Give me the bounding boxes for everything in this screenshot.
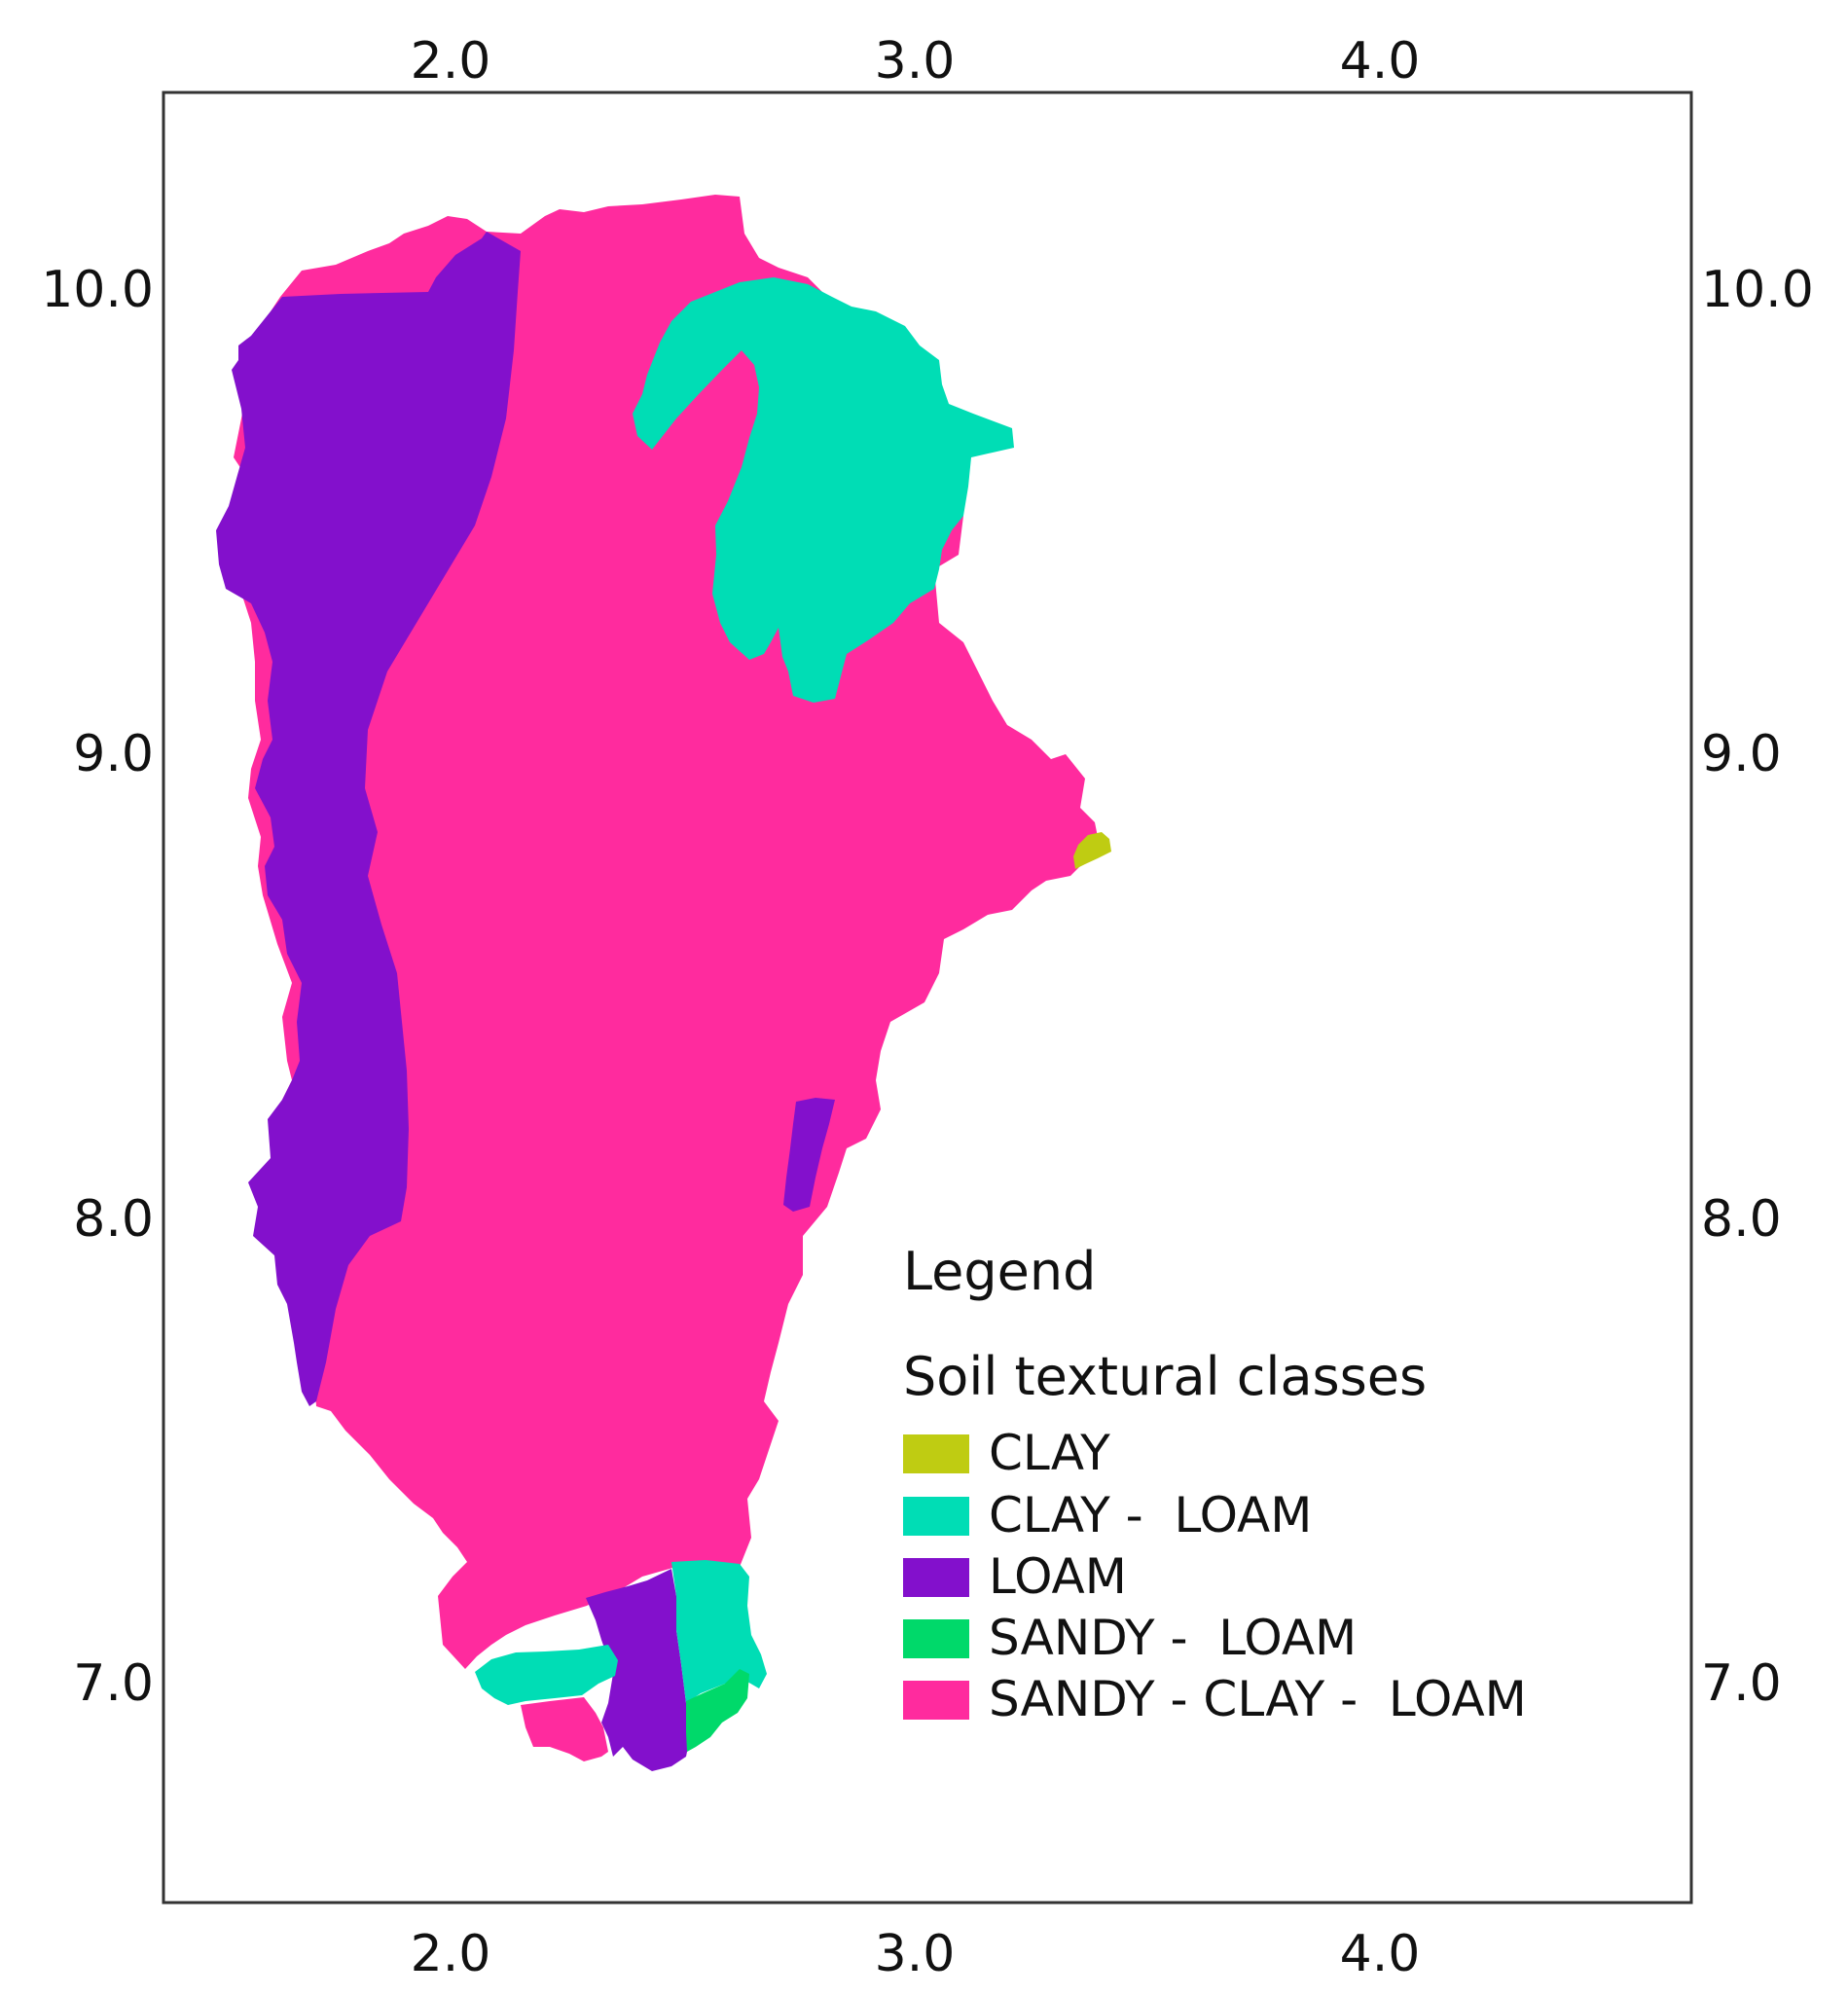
region-loam-west bbox=[216, 232, 521, 1406]
region-loam-south bbox=[586, 1569, 691, 1771]
x-tick-top-1: 2.0 bbox=[411, 32, 491, 91]
legend-swatch-sandy-loam bbox=[903, 1619, 969, 1658]
y-tick-left-1: 10.0 bbox=[41, 261, 154, 319]
x-tick-top-2: 3.0 bbox=[875, 32, 956, 91]
legend-label-clay: CLAY bbox=[989, 1425, 1110, 1481]
y-tick-left-2: 9.0 bbox=[73, 725, 154, 783]
region-clay-loam-south-west bbox=[475, 1645, 618, 1705]
legend-subtitle: Soil textural classes bbox=[903, 1346, 1427, 1407]
y-tick-right-2: 9.0 bbox=[1701, 725, 1782, 783]
y-tick-right-4: 7.0 bbox=[1701, 1654, 1782, 1713]
y-tick-right-1: 10.0 bbox=[1701, 261, 1814, 319]
region-sandy-clay-loam-south bbox=[521, 1697, 608, 1761]
region-clay-loam-ne bbox=[633, 277, 1014, 703]
region-sandy-loam bbox=[686, 1669, 749, 1752]
legend-swatch-sandy-clay-loam bbox=[903, 1681, 969, 1720]
legend-label-clay-loam: CLAY - LOAM bbox=[989, 1487, 1312, 1543]
y-tick-left-4: 7.0 bbox=[73, 1654, 154, 1713]
legend-title: Legend bbox=[903, 1241, 1096, 1302]
region-loam-east-patch bbox=[783, 1098, 835, 1212]
legend-label-sandy-loam: SANDY - LOAM bbox=[989, 1610, 1357, 1666]
legend-label-sandy-clay-loam: SANDY - CLAY - LOAM bbox=[989, 1671, 1527, 1727]
x-tick-bottom-1: 2.0 bbox=[411, 1925, 491, 1983]
legend: Legend Soil textural classes CLAY CLAY -… bbox=[903, 1241, 1527, 1727]
legend-swatch-clay-loam bbox=[903, 1497, 969, 1536]
legend-label-loam: LOAM bbox=[989, 1548, 1127, 1605]
x-tick-bottom-2: 3.0 bbox=[875, 1925, 956, 1983]
region-clay-patch bbox=[1073, 832, 1111, 869]
y-tick-left-3: 8.0 bbox=[73, 1190, 154, 1249]
region-clay-loam-south-east bbox=[671, 1560, 767, 1703]
legend-swatch-loam bbox=[903, 1558, 969, 1597]
x-tick-bottom-3: 4.0 bbox=[1340, 1925, 1421, 1983]
x-tick-top-3: 4.0 bbox=[1340, 32, 1421, 91]
y-tick-right-3: 8.0 bbox=[1701, 1190, 1782, 1249]
legend-swatch-clay bbox=[903, 1434, 969, 1473]
